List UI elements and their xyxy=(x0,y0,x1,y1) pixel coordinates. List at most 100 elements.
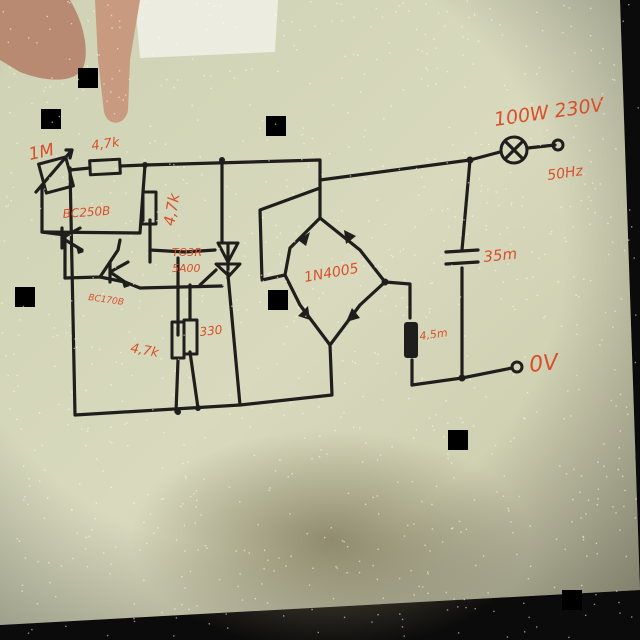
noise-speck xyxy=(582,539,585,541)
noise-speck xyxy=(195,506,197,508)
noise-speck xyxy=(182,503,184,505)
noise-speck xyxy=(576,333,578,335)
noise-speck xyxy=(9,66,11,69)
noise-speck xyxy=(311,608,313,611)
noise-speck xyxy=(560,206,562,208)
noise-speck xyxy=(127,444,129,447)
noise-speck xyxy=(24,557,27,559)
noise-speck xyxy=(590,200,592,202)
noise-speck xyxy=(183,166,185,168)
noise-speck xyxy=(55,155,58,157)
noise-speck xyxy=(266,139,268,141)
noise-speck xyxy=(590,7,592,10)
noise-speck xyxy=(236,299,238,301)
noise-speck xyxy=(429,282,432,285)
noise-speck xyxy=(48,313,50,316)
noise-speck xyxy=(86,65,88,67)
noise-speck xyxy=(466,355,468,357)
noise-speck xyxy=(585,513,587,515)
noise-speck xyxy=(160,84,163,87)
noise-speck xyxy=(5,355,7,357)
noise-speck xyxy=(228,270,230,272)
noise-speck xyxy=(39,207,42,210)
noise-speck xyxy=(274,123,277,125)
label-choke: 4,5m xyxy=(419,326,449,343)
noise-speck xyxy=(332,597,335,600)
noise-speck xyxy=(91,202,93,205)
noise-speck xyxy=(92,277,94,279)
noise-speck xyxy=(226,240,229,242)
noise-speck xyxy=(85,536,87,539)
noise-speck xyxy=(428,417,431,419)
noise-speck xyxy=(276,236,278,239)
noise-speck xyxy=(254,598,256,600)
noise-speck xyxy=(442,541,444,543)
noise-speck xyxy=(343,411,345,414)
noise-speck xyxy=(574,52,576,54)
noise-speck xyxy=(589,35,592,37)
noise-speck xyxy=(7,374,9,377)
noise-speck xyxy=(13,390,15,393)
noise-speck xyxy=(118,20,121,22)
noise-speck xyxy=(103,552,105,554)
noise-speck xyxy=(618,447,620,449)
noise-speck xyxy=(372,496,374,499)
noise-speck xyxy=(239,573,241,575)
noise-speck xyxy=(510,204,512,206)
noise-speck xyxy=(306,533,308,535)
noise-speck xyxy=(541,29,544,32)
noise-speck xyxy=(165,79,168,81)
noise-speck xyxy=(634,361,637,364)
noise-speck xyxy=(308,584,311,586)
noise-speck xyxy=(243,549,246,552)
noise-speck xyxy=(181,604,183,606)
noise-speck xyxy=(227,627,229,629)
noise-speck xyxy=(572,498,574,501)
noise-speck xyxy=(109,573,111,575)
noise-speck xyxy=(475,564,477,567)
noise-speck xyxy=(274,470,277,472)
noise-speck xyxy=(377,614,379,616)
noise-speck xyxy=(524,73,526,75)
noise-speck xyxy=(451,144,454,146)
noise-speck xyxy=(385,269,387,271)
noise-speck xyxy=(524,356,526,358)
noise-speck xyxy=(531,103,533,105)
noise-speck xyxy=(119,26,121,29)
noise-speck xyxy=(128,331,130,333)
noise-speck xyxy=(498,204,500,207)
noise-speck xyxy=(28,477,30,480)
noise-speck xyxy=(526,298,528,301)
noise-speck xyxy=(576,324,578,326)
noise-speck xyxy=(110,91,112,93)
noise-speck xyxy=(408,10,410,12)
noise-speck xyxy=(526,392,529,394)
noise-speck xyxy=(473,13,476,15)
noise-speck xyxy=(22,305,25,308)
noise-speck xyxy=(499,233,501,235)
noise-speck xyxy=(468,16,470,19)
noise-speck xyxy=(180,505,182,508)
noise-speck xyxy=(364,129,366,131)
noise-speck xyxy=(6,196,8,198)
noise-speck xyxy=(234,26,236,28)
noise-speck xyxy=(586,555,588,557)
noise-speck xyxy=(344,382,346,384)
noise-speck xyxy=(133,620,136,623)
noise-speck xyxy=(565,473,568,475)
noise-speck xyxy=(365,442,367,444)
noise-speck xyxy=(231,305,233,307)
noise-speck xyxy=(447,453,449,455)
noise-speck xyxy=(369,269,371,271)
noise-speck xyxy=(341,210,343,212)
noise-speck xyxy=(379,454,382,456)
noise-speck xyxy=(485,228,487,231)
noise-speck xyxy=(152,53,154,56)
noise-speck xyxy=(472,425,475,427)
noise-speck xyxy=(143,221,145,223)
noise-speck xyxy=(183,334,185,336)
noise-speck xyxy=(622,475,624,478)
noise-speck xyxy=(110,14,113,17)
noise-speck xyxy=(392,256,394,258)
noise-speck xyxy=(597,498,599,500)
